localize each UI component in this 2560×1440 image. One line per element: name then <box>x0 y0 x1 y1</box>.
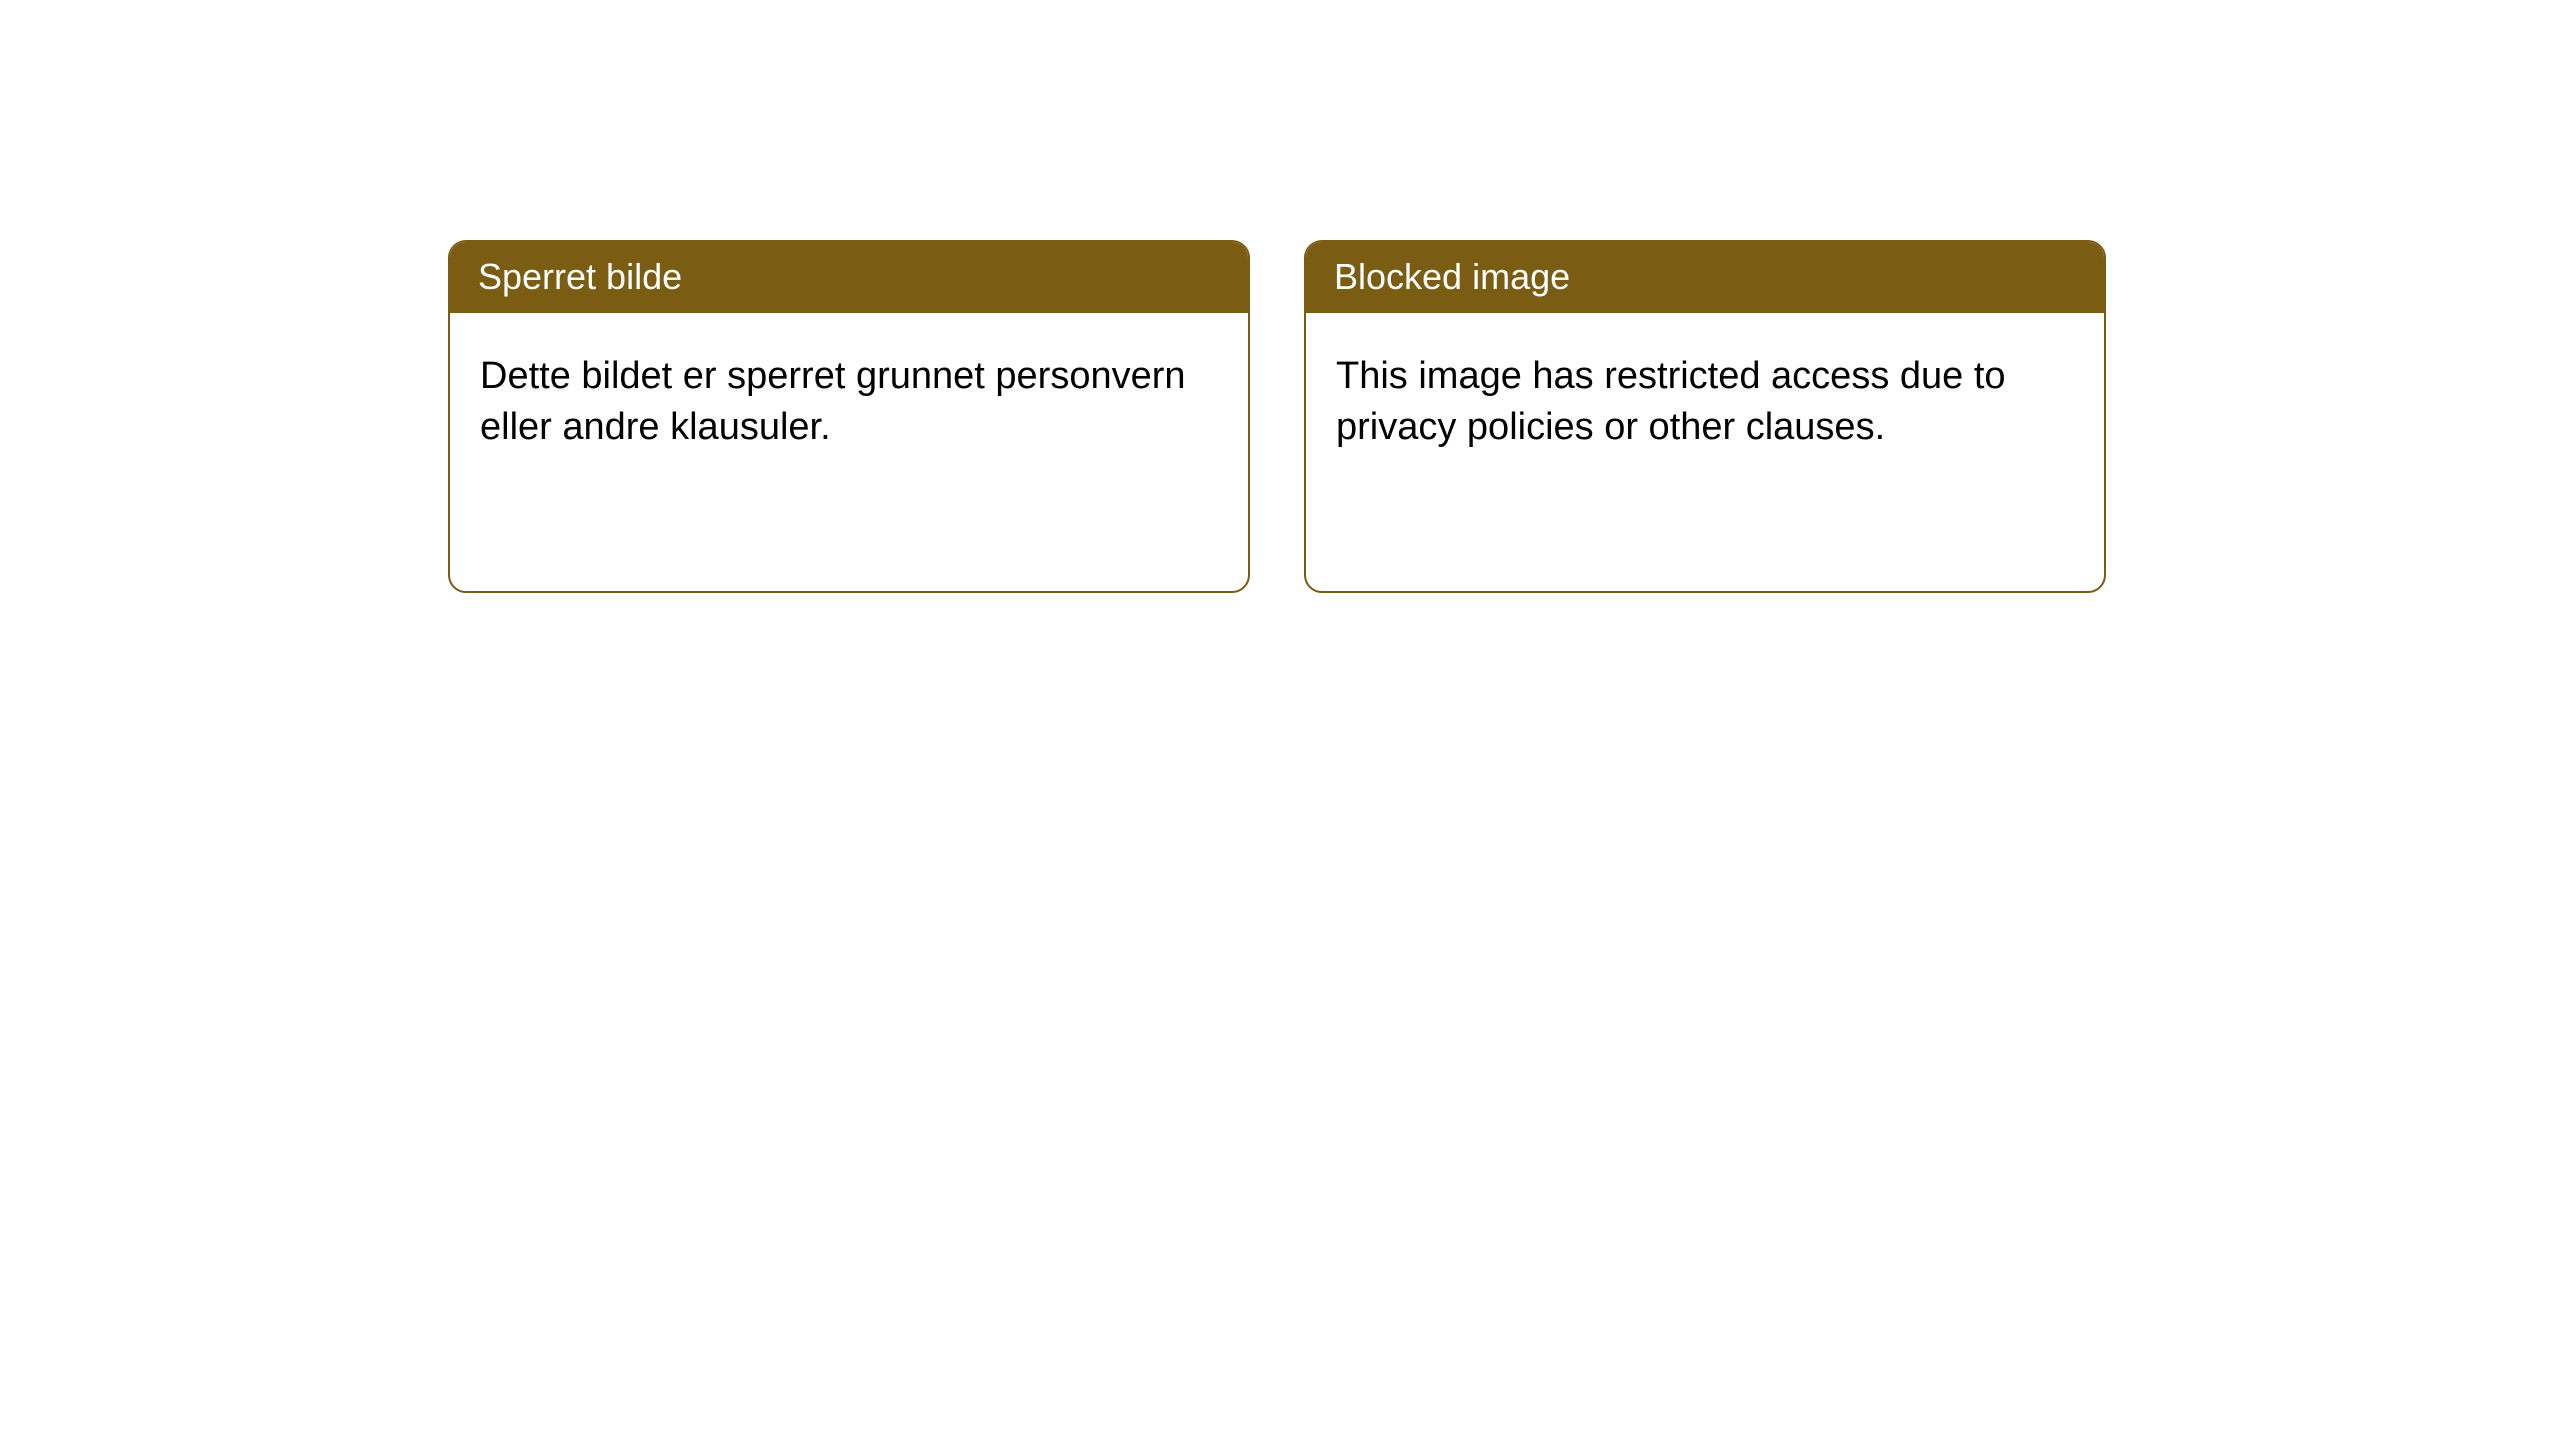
notice-card-no: Sperret bilde Dette bildet er sperret gr… <box>448 240 1250 593</box>
notice-body-en: This image has restricted access due to … <box>1306 313 2104 591</box>
notice-card-en: Blocked image This image has restricted … <box>1304 240 2106 593</box>
notice-header-no: Sperret bilde <box>450 242 1248 313</box>
notice-container: Sperret bilde Dette bildet er sperret gr… <box>0 0 2560 593</box>
notice-body-no: Dette bildet er sperret grunnet personve… <box>450 313 1248 591</box>
notice-header-en: Blocked image <box>1306 242 2104 313</box>
